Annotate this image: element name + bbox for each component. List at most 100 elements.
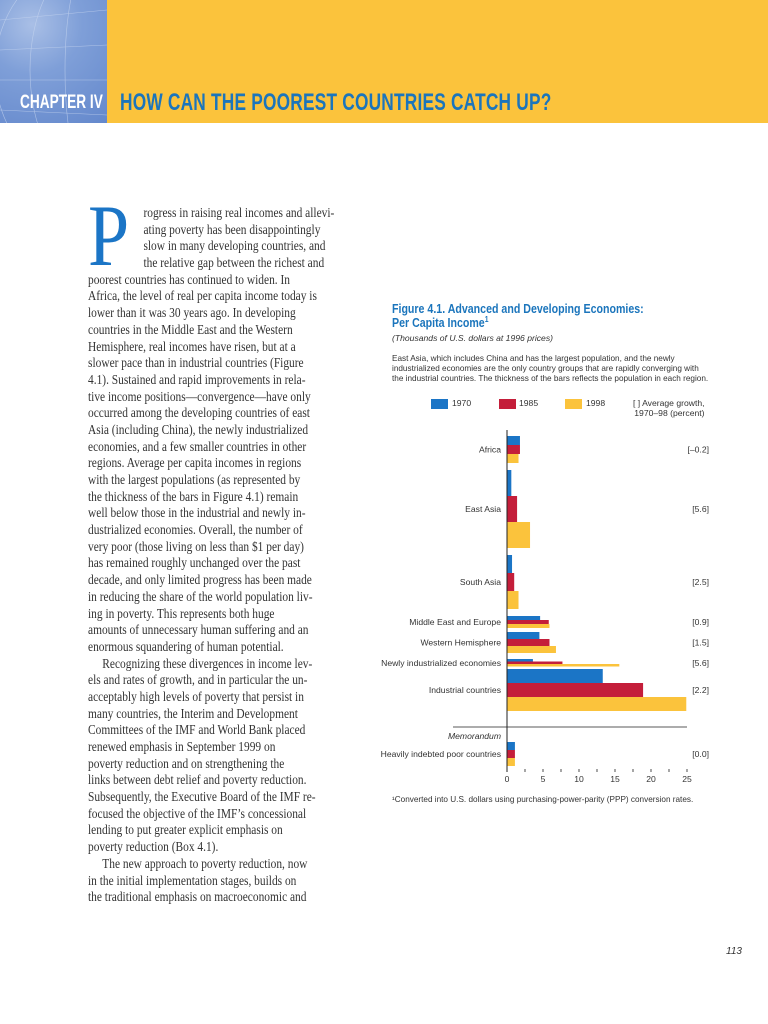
growth-label: [2.5] [692,577,709,587]
category-label: East Asia [465,504,501,514]
body-line: rogress in raising real incomes and alle… [143,205,335,220]
bar-1985 [507,620,549,624]
body-line: slower pace than in industrial countries… [88,355,304,371]
growth-legend-line: [ ] Average growth, [633,398,705,408]
description-line: industrialized economies are the only co… [392,364,699,373]
growth-label: [5.6] [692,658,709,668]
bar-1998 [507,591,519,609]
chapter-header-image [0,0,107,123]
body-line: lending to put greater explicit emphasis… [88,822,283,838]
bar-1970 [507,616,541,620]
body-text: P rogress in raising real incomes and al… [88,193,357,906]
growth-label: [–0.2] [687,445,709,455]
growth-label: [5.6] [692,504,709,514]
body-line: lower than it was 30 years ago. In devel… [88,305,296,321]
bar-1985 [507,573,515,591]
body-line: decade, and only limited progress has be… [88,572,312,588]
bar-1998 [507,522,531,548]
category-label: Western Hemisphere [420,638,501,648]
figure-title: Figure 4.1. Advanced and Developing Econ… [392,302,644,330]
figure-description: East Asia, which includes China and has … [392,354,732,384]
figure-subtitle: (Thousands of U.S. dollars at 1996 price… [392,333,553,343]
body-line: economies, and a few smaller countries i… [88,438,307,454]
category-label: South Asia [460,577,501,587]
body-line: Hemisphere, real incomes have risen, but… [88,338,296,354]
x-tick-label: 15 [610,774,620,784]
bar-1970 [507,436,520,445]
legend-swatch-1970 [431,399,448,409]
growth-label: [0.0] [692,749,709,759]
bar-1998 [507,697,687,711]
x-tick-label: 25 [682,774,692,784]
body-line: Committees of the IMF and World Bank pla… [88,722,306,738]
bar-1985 [507,496,518,522]
body-line: 4.1). Sustained and rapid improvements i… [88,371,306,387]
bar-1998 [507,758,515,766]
growth-label: [0.9] [692,617,709,627]
body-line: poverty reduction (Box 4.1). [88,839,219,855]
growth-legend: [ ] Average growth, 1970–98 (percent) [633,398,705,418]
category-label: Middle East and Europe [409,617,501,627]
body-line: occurred among the developing countries … [88,405,310,421]
bar-1970 [507,742,515,750]
chapter-header-band [107,0,768,123]
body-line: the thickness of the bars in Figure 4.1)… [88,488,299,504]
body-line: very poor (those living on less than $1 … [88,538,304,554]
legend-label-1970: 1970 [452,398,472,408]
body-line: Subsequently, the Executive Board of the… [88,789,316,805]
bar-1998 [507,624,550,628]
body-line: ating poverty has been disappointingly [143,221,321,237]
x-tick-label: 10 [574,774,584,784]
body-line: els and rates of growth, and in particul… [88,672,308,688]
body-line: regions. Average per capita incomes in r… [88,455,302,471]
body-line: many countries, the Interim and Developm… [88,705,298,721]
bar-1970 [507,659,533,662]
body-line: poorest countries has continued to widen… [88,271,291,287]
page-number: 113 [726,946,742,957]
bar-1970 [507,669,603,683]
body-line: links between debt relief and poverty re… [88,772,307,788]
bar-1998 [507,646,556,653]
body-line: amounts of unnecessary human suffering a… [88,622,309,638]
body-line: tive income positions—convergence—have o… [88,388,311,404]
drop-cap: P [88,188,130,285]
bar-1970 [507,470,512,496]
body-line: focused the objective of the IMF’s conce… [88,805,307,821]
description-line: the industrial countries. The thickness … [392,374,709,383]
growth-legend-line: 1970–98 (percent) [634,408,705,418]
legend-label-1998: 1998 [586,398,606,408]
body-line: poverty reduction and on strengthening t… [88,755,285,771]
x-tick-label: 20 [646,774,656,784]
body-line: in reducing the share of the world popul… [88,588,313,604]
legend-label-1985: 1985 [519,398,539,408]
x-tick-label: 0 [505,774,510,784]
figure-title-line2: Per Capita Income [392,316,485,330]
body-line: Recognizing these divergences in income … [102,655,313,671]
bar-1970 [507,632,540,639]
category-label: Africa [479,445,501,455]
body-line: Africa, the level of real per capita inc… [88,288,317,304]
bar-1985 [507,683,644,697]
bar-1985 [507,639,550,646]
body-line: in the initial implementation stages, bu… [88,872,297,888]
body-line: the traditional emphasis on macroeconomi… [88,889,307,905]
chapter-title: HOW CAN THE POOREST COUNTRIES CATCH UP? [120,89,552,116]
body-line: has remained roughly unchanged over the … [88,555,301,571]
chapter-number: CHAPTER IV [20,92,103,113]
body-line: enormous squandering of human potential. [88,638,284,654]
category-label: Newly industrialized economies [381,658,501,668]
bar-1985 [507,445,520,454]
bar-1998 [507,664,620,667]
body-line: The new approach to poverty reduction, n… [102,855,308,871]
body-line: well below those in the industrial and n… [88,505,306,521]
bar-1985 [507,661,563,664]
body-line: Asia (including China), the newly indust… [88,421,309,437]
memorandum-label: Memorandum [448,731,501,741]
bar-1998 [507,454,519,463]
body-line: countries in the Middle East and the Wes… [88,321,293,337]
globe-graphic [0,0,107,123]
legend-swatch-1985 [499,399,516,409]
figure-footnote: ¹Converted into U.S. dollars using purch… [392,795,694,804]
footnote-marker: 1 [484,314,489,324]
